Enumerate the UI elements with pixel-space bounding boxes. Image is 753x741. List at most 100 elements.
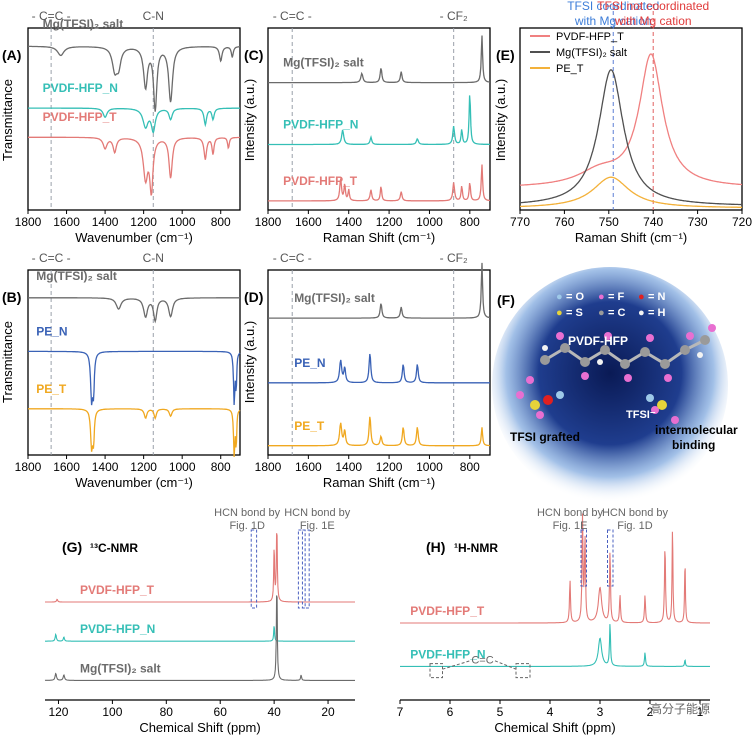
watermark: 高分子能源	[650, 702, 711, 716]
panel-a: 1800 1600 1400 1200 1000 800 Wavenumber (cm⁻¹)…	[0, 9, 241, 245]
series-line	[45, 533, 355, 603]
legend-entry: PE_T	[556, 63, 584, 75]
x-tick-label: 1	[697, 705, 704, 719]
series-name-label: Mg(TFSI)₂ salt	[43, 17, 124, 31]
legend-n-text: = N	[648, 291, 665, 303]
legend-h-dot: ●	[638, 307, 645, 319]
tfsi-anion-label: TFSI⁻	[626, 409, 656, 421]
legend-s-text: = S	[566, 307, 583, 319]
x-tick-label: 1200	[130, 215, 157, 229]
series-name-label: PVDF-HFP_T	[43, 110, 118, 124]
x-tick-label: 1000	[416, 215, 443, 229]
y-axis-label: Intensity (a.u.)	[242, 321, 257, 403]
x-axis-label: Raman Shift (cm⁻¹)	[323, 230, 435, 245]
series-line	[28, 136, 241, 196]
top-annotation: - C=C -	[32, 251, 71, 265]
x-tick-label: 800	[460, 215, 480, 229]
series-line	[268, 164, 491, 202]
nmr-annotation: Fig. 1E	[300, 520, 335, 532]
x-tick-label: 770	[510, 215, 530, 229]
legend-f-text: = F	[608, 291, 624, 303]
series-line	[520, 176, 742, 208]
series-name-label: PVDF-HFP_N	[43, 81, 118, 95]
series-line	[28, 107, 240, 134]
x-tick-label: 120	[48, 705, 68, 719]
nmr-annotation: Fig. 1D	[617, 520, 653, 532]
x-tick-label: 1800	[15, 215, 42, 229]
panel-label: (C)	[244, 47, 263, 63]
x-axis-label: Wavenumber (cm⁻¹)	[75, 475, 193, 490]
top-annotation: C-N	[143, 9, 164, 23]
series-line	[28, 297, 240, 324]
cc-dashed-box	[429, 663, 443, 679]
nmr-annotation: Fig. 1E	[553, 520, 588, 532]
x-tick-label: 1600	[295, 215, 322, 229]
x-axis-label: Chemical Shift (ppm)	[139, 720, 260, 735]
x-tick-label: 1800	[255, 460, 282, 474]
panel-label: (B)	[2, 289, 21, 305]
series-line	[45, 626, 355, 642]
nmr-annotation: HCN bond by	[214, 507, 281, 519]
x-tick-label: 800	[460, 460, 480, 474]
plot-frame	[27, 27, 241, 211]
top-annotation: - CF₂	[440, 251, 468, 265]
atom-legend: ● = O ● = F ● = N ● = S ● = C ● = H	[556, 291, 665, 319]
panel-f-label: (F)	[497, 292, 515, 308]
series-name-label: PE_T	[294, 419, 325, 433]
x-tick-label: 1000	[416, 460, 443, 474]
legend-entry: PVDF-HFP_T	[556, 31, 624, 43]
legend-s-dot: ●	[556, 307, 563, 319]
panel-label: (D)	[244, 289, 263, 305]
x-tick-label: 740	[643, 215, 663, 229]
cc-dashed-box	[515, 663, 531, 679]
series-name-label: PVDF-HFP_T	[283, 174, 358, 188]
legend-o-dot: ●	[556, 291, 563, 303]
series-name-label: PE_N	[294, 356, 325, 370]
nmr-annotation: HCN bond by	[284, 507, 351, 519]
panel-d: 1800 1600 1400 1200 1000 800 Raman Shift (cm⁻¹…	[242, 251, 491, 490]
panel-label: (A)	[2, 47, 21, 63]
series-name-label: Mg(TFSI)₂ salt	[80, 661, 161, 675]
x-tick-label: 60	[214, 705, 228, 719]
panel-e: 770 760 750 740 730 720 Raman Shift (cm⁻¹) Inte…	[493, 0, 752, 245]
series-line	[268, 35, 491, 84]
x-tick-label: 750	[599, 215, 619, 229]
binding-label-line2: binding	[672, 438, 715, 452]
panel-g: 120 100 80 60 40 20 Chemical Shift (ppm) (G) ¹³C…	[44, 507, 355, 735]
series-name-label: Mg(TFSI)₂ salt	[283, 56, 364, 70]
plot-frame	[27, 269, 241, 456]
panel-b: 1800 1600 1400 1200 1000 800 Wavenumber (cm⁻¹)…	[0, 251, 241, 490]
hcn-dashed-box	[580, 529, 587, 587]
series-line	[44, 595, 355, 681]
nmr-annotation: HCN bond by	[537, 507, 604, 519]
x-tick-label: 5	[497, 705, 504, 719]
series-name-label: PVDF-HFP_T	[410, 604, 485, 618]
x-tick-label: 4	[547, 705, 554, 719]
top-annotation: TFSI not coordinated	[597, 0, 709, 13]
panel-title: ¹³C-NMR	[90, 541, 138, 555]
hcn-dashed-box	[250, 529, 258, 609]
panel-f-schematic: (F) ● = O ● = F ● = N ● = S ● = C ● = H	[492, 267, 738, 503]
series-name-label: PVDF-HFP_N	[410, 647, 485, 661]
legend-n-dot: ●	[638, 291, 645, 303]
x-tick-label: 1200	[376, 215, 403, 229]
top-annotation: - C=C -	[32, 9, 71, 23]
nmr-annotation: HCN bond by	[602, 507, 669, 519]
legend-c-dot: ●	[598, 307, 605, 319]
series-line	[28, 350, 241, 406]
series-line	[28, 45, 240, 112]
series-name-label: Mg(TFSI)₂ salt	[36, 269, 117, 283]
panel-h: 7 6 5 4 3 2 1 Chemical Shift (ppm) (H) ¹H-NMR PVDF…	[397, 507, 710, 735]
x-axis-label: Wavenumber (cm⁻¹)	[75, 230, 193, 245]
y-axis-label: Transmittance	[0, 321, 15, 403]
x-tick-label: 7	[397, 705, 404, 719]
series-name-label: PVDF-HFP_N	[80, 622, 155, 636]
series-line	[268, 262, 490, 319]
y-axis-label: Transmittance	[0, 79, 15, 161]
y-axis-label: Intensity (a.u.)	[493, 79, 508, 161]
top-annotation: with Mg cation	[574, 14, 652, 28]
series-line	[28, 408, 241, 457]
legend-c-text: = C	[608, 307, 625, 319]
y-axis-label: Intensity (a.u.)	[242, 79, 257, 161]
